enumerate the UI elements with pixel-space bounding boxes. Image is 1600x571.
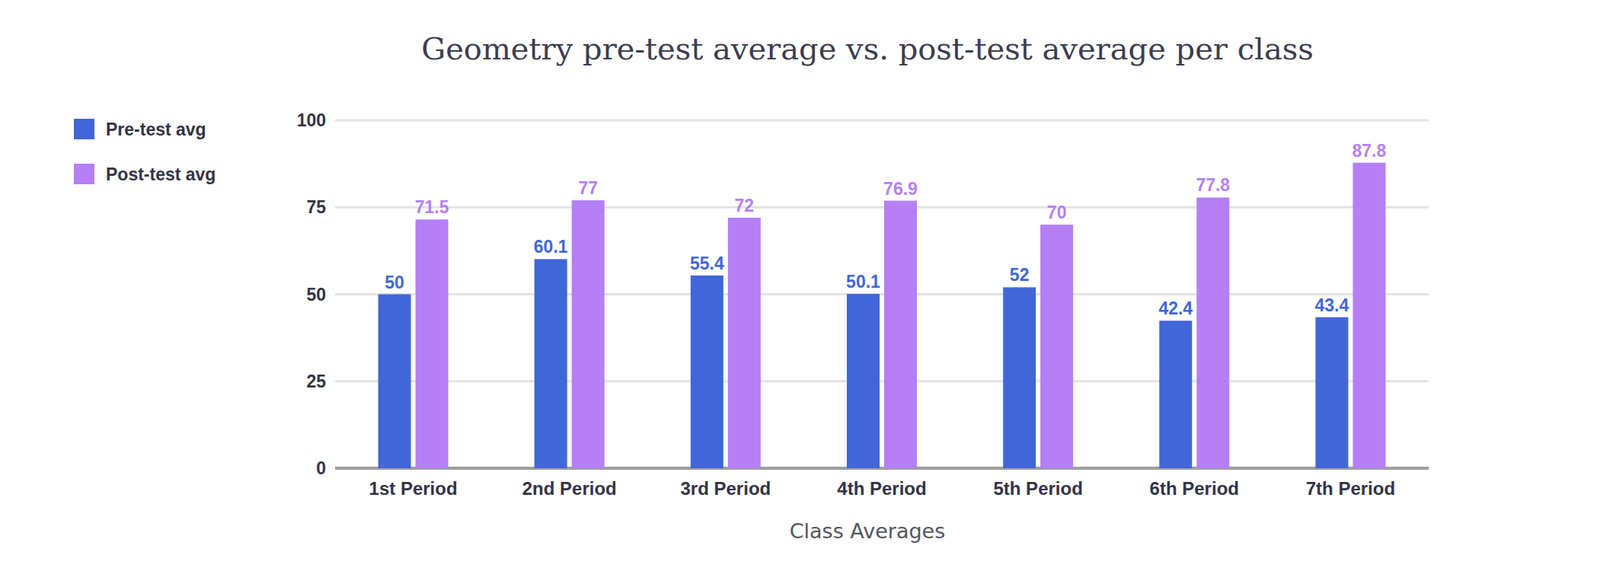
legend-label: Pre-test avg <box>105 119 207 140</box>
data-label: 60.1 <box>533 236 569 257</box>
bar <box>1352 162 1386 469</box>
y-tick-label: 25 <box>306 371 326 392</box>
legend-swatch <box>73 163 95 185</box>
y-tick-label: 75 <box>306 197 326 218</box>
bar <box>690 275 724 469</box>
data-label: 87.8 <box>1352 140 1387 161</box>
x-tick-label: 5th Period <box>993 478 1083 499</box>
grid-line <box>335 293 1429 296</box>
grid-line <box>335 206 1429 209</box>
bar <box>846 293 880 469</box>
bar <box>1002 287 1036 469</box>
bar <box>728 217 761 469</box>
bar <box>1315 317 1348 469</box>
bar <box>1159 320 1192 469</box>
data-label: 76.9 <box>883 178 918 199</box>
y-tick-label: 50 <box>306 284 326 305</box>
data-label: 77.8 <box>1195 175 1230 195</box>
bar <box>884 201 917 469</box>
chart-title: Geometry pre-test average vs. post-test … <box>421 31 1314 67</box>
x-tick-label: 3rd Period <box>680 478 772 499</box>
bar <box>415 219 449 469</box>
bar <box>1040 224 1074 469</box>
x-tick-label: 7th Period <box>1306 478 1396 499</box>
x-axis-label: Class Averages <box>789 519 946 543</box>
legend-swatch <box>73 118 95 140</box>
x-tick-label: 4th Period <box>836 478 927 499</box>
data-labels: 50 71.5 60.1 77 55.4 72 50.1 76.9 52 70 42.4 77.8 43… <box>384 140 1387 319</box>
bar <box>1196 197 1230 469</box>
x-tick-label: 6th Period <box>1149 478 1240 499</box>
x-tick-label: 1st Period <box>369 478 458 499</box>
data-label: 72 <box>734 195 755 216</box>
data-label: 43.4 <box>1315 295 1350 316</box>
grid-line <box>335 119 1429 122</box>
baseline <box>335 466 1429 470</box>
y-tick-label: 100 <box>297 110 326 131</box>
data-label: 71.5 <box>415 197 450 218</box>
data-label: 55.4 <box>689 253 725 274</box>
bar <box>378 294 412 470</box>
legend-label: Post-test avg <box>105 164 216 185</box>
bar <box>534 258 568 469</box>
bars <box>378 162 1387 469</box>
data-label: 50 <box>384 272 405 293</box>
legend: Pre-test avg Post-test avg <box>73 118 216 185</box>
data-label: 52 <box>1009 265 1030 285</box>
data-label: 70 <box>1047 202 1067 223</box>
grid <box>335 120 1429 469</box>
y-tick-label: 0 <box>316 458 326 479</box>
data-label: 77 <box>578 178 598 199</box>
data-label: 42.4 <box>1158 298 1193 319</box>
chart-svg: Geometry pre-test average vs. post-test … <box>0 0 1600 571</box>
data-label: 50.1 <box>846 271 881 292</box>
x-tick-label: 2nd Period <box>522 478 617 499</box>
bar <box>571 200 605 469</box>
chart-container: Geometry pre-test average vs. post-test … <box>0 0 1600 571</box>
grid-line <box>335 380 1429 383</box>
